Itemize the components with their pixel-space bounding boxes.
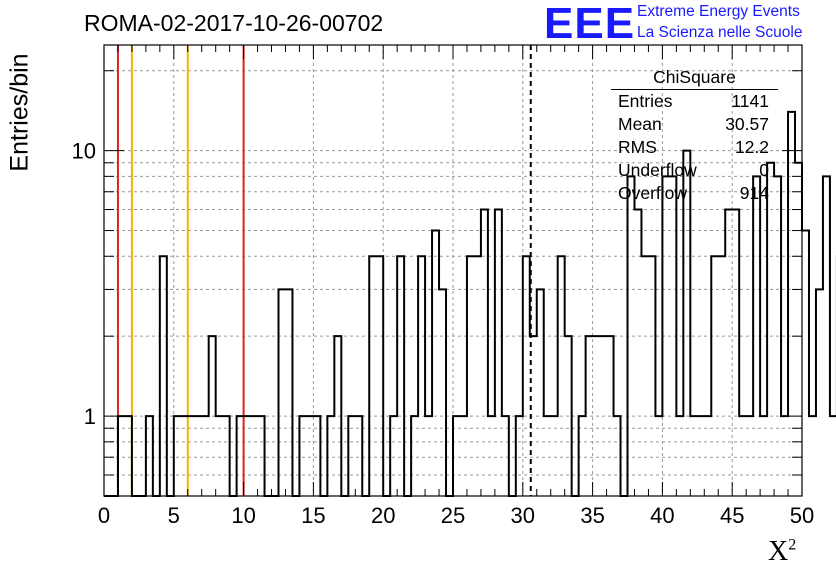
y-tick-label: 10 — [72, 139, 96, 164]
x-axis-label: X2 — [768, 536, 797, 567]
stats-row: Mean 30.57 — [618, 114, 769, 134]
x-tick-label: 35 — [580, 503, 604, 528]
stats-title: ChiSquare — [611, 67, 778, 90]
eee-logo: EEE — [544, 0, 636, 48]
stats-row: Entries 1141 — [618, 91, 769, 111]
stats-box: ChiSquare Entries 1141 Mean 30.57 RMS 12.2 … — [611, 67, 778, 205]
x-tick-label: 20 — [371, 503, 395, 528]
x-tick-label: 45 — [720, 503, 744, 528]
x-tick-label: 15 — [301, 503, 325, 528]
x-tick-label: 5 — [168, 503, 180, 528]
x-tick-label: 30 — [511, 503, 535, 528]
stats-row: Underflow 0 — [618, 160, 769, 180]
stats-row: RMS 12.2 — [618, 137, 769, 157]
y-axis-label: Entries/bin — [5, 53, 34, 172]
logo-line-1: Extreme Energy Events — [637, 3, 800, 20]
histogram-line — [104, 110, 836, 497]
x-tick-label: 0 — [98, 503, 110, 528]
y-tick-label: 1 — [84, 404, 96, 429]
x-tick-label: 50 — [790, 503, 814, 528]
x-tick-label: 25 — [441, 503, 465, 528]
chart-title: ROMA-02-2017-10-26-00702 — [84, 10, 384, 36]
stats-row: Overflow 914 — [618, 183, 769, 203]
x-tick-label: 40 — [650, 503, 674, 528]
x-tick-label: 10 — [231, 503, 255, 528]
logo-line-2: La Scienza nelle Scuole — [637, 24, 803, 41]
